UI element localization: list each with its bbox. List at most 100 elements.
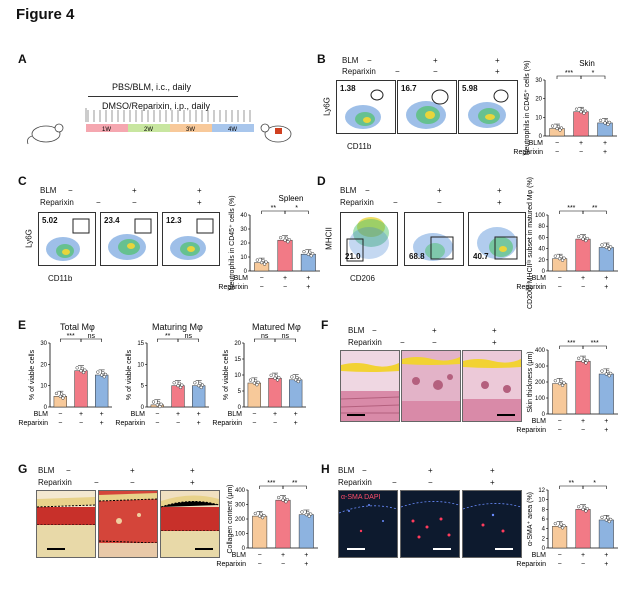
g-blm-sign-2: + <box>130 466 135 475</box>
chart-e2-sig-bracket <box>177 338 199 342</box>
chart-f-dot <box>558 381 562 386</box>
chart-d-footer-rep: Reparixin <box>516 284 546 291</box>
chart-f-ytick-label: 200 <box>535 380 546 386</box>
chart-d-dot <box>553 254 557 258</box>
chart-b-footer-rep-sign: − <box>555 149 559 156</box>
chart-e2-dot <box>199 385 203 390</box>
chart-d-ytick-label: 20 <box>538 258 545 264</box>
chart-g-footer-blm-sign: + <box>304 552 308 559</box>
chart-f-dot <box>607 374 611 378</box>
chart-f-dot <box>553 379 557 383</box>
chart-b-dot <box>606 122 610 127</box>
chart-e1-ytick-label: 10 <box>40 384 47 390</box>
chart-e1-footer-rep-sign: + <box>100 420 104 427</box>
chart-g-dot <box>284 500 288 504</box>
chart-g-sig-bracket <box>282 485 307 489</box>
chart-g-dot <box>253 511 257 516</box>
g-blm-sign-3: + <box>190 466 195 475</box>
f-row-rep: Reparixin <box>348 338 382 347</box>
chart-c-footer-rep-sign: + <box>306 284 310 291</box>
chart-e2-footer-blm-sign: + <box>176 411 180 418</box>
c-row-rep: Reparixin <box>40 198 74 207</box>
chart-f-dot <box>604 372 608 376</box>
chart-f-footer-rep-sign: + <box>604 427 608 434</box>
chart-b-footer-blm-sign: + <box>603 140 607 147</box>
chart-e3-footer-rep-sign: − <box>273 420 277 427</box>
chart-e3-bar-3 <box>289 379 303 408</box>
h-rep-sign-3: + <box>490 478 495 487</box>
b-rep-sign-1: − <box>395 67 400 76</box>
chart-e1-footer-blm: BLM <box>34 411 49 418</box>
chart-f-ytick-label: 0 <box>542 412 546 418</box>
chart-d-dot <box>600 243 604 247</box>
schedule-diagram: 1W 2W 3W 4W <box>27 108 292 145</box>
chart-e3-footer-rep-sign: + <box>294 420 298 427</box>
chart-g-footer-blm-sign: + <box>281 552 285 559</box>
chart-e3-ytick-label: 0 <box>238 405 242 411</box>
chart-h-dot <box>577 505 581 509</box>
chart-e1-ylabel: % of viable cells <box>29 349 36 400</box>
chart-h-footer-rep: Reparixin <box>516 561 546 568</box>
panel-a-label: A <box>18 52 27 66</box>
b-row-blm: BLM <box>342 56 359 65</box>
chart-c-footer-rep-sign: − <box>283 284 287 291</box>
chart-e3-dot <box>290 375 294 379</box>
chart-f-dot <box>584 361 588 365</box>
figure-title: Figure 4 <box>16 6 75 23</box>
chart-e1: 0 10 20 30 *** ns % of viable cells BLM Reparixi… <box>18 333 112 427</box>
week-4: 4W <box>228 127 237 133</box>
chart-e1-ytick-label: 20 <box>40 362 47 368</box>
chart-e1-dot <box>96 370 100 374</box>
chart-e2-ytick-label: 15 <box>137 341 144 347</box>
chart-d-dot <box>584 238 588 243</box>
panel-f-label: F <box>321 318 329 332</box>
chart-e3-ytick-label: 15 <box>234 357 241 363</box>
chart-b-dot <box>598 118 603 123</box>
c-facs-ylabel: Ly6G <box>24 229 34 248</box>
chart-g-dot <box>260 516 265 520</box>
chart-c-sig-label: * <box>295 205 298 212</box>
schedule-top-line <box>88 96 238 97</box>
chart-c-dot <box>260 260 264 265</box>
b-facs-plot-3 <box>458 80 518 134</box>
d-row-rep: Reparixin <box>340 198 374 207</box>
h-blm-sign-2: + <box>428 466 433 475</box>
chart-d-footer-blm-sign: + <box>581 275 585 282</box>
chart-f-bar-2 <box>575 360 591 415</box>
week-2: 2W <box>144 127 153 133</box>
d-percent-1: 21.0 <box>345 252 361 261</box>
chart-f-dot <box>560 383 565 387</box>
chart-b-footer-blm-sign: − <box>555 140 559 147</box>
chart-h-ytick-label: 0 <box>542 546 546 552</box>
chart-g-dot <box>277 495 281 500</box>
chart-h-footer-blm-sign: − <box>558 552 562 559</box>
chart-d-ylabel: CD206ʰⁱMHCIIˡᵒ subset in matured Mφ (%) <box>526 177 534 309</box>
chart-b-footer-rep-sign: − <box>579 149 583 156</box>
e-title-2: Maturing Mφ <box>152 322 203 332</box>
c-rep-sign-3: + <box>197 198 202 207</box>
chart-e2-footer-rep-sign: − <box>176 420 180 427</box>
b-percent-2: 16.7 <box>401 84 417 93</box>
chart-h-footer-rep-sign: − <box>558 561 562 568</box>
g-sirius-image-1 <box>36 490 96 558</box>
chart-d-ytick-label: 0 <box>542 269 546 275</box>
b-facs-plot-2 <box>397 80 457 134</box>
d-blm-sign-1: − <box>365 186 370 195</box>
chart-f-dot <box>562 381 566 385</box>
c-facs-plot-2 <box>100 212 158 266</box>
chart-h-dot <box>584 509 588 513</box>
chart-e2-footer-blm: BLM <box>131 411 146 418</box>
chart-d-bar-1 <box>552 258 568 272</box>
chart-c-dot <box>262 262 267 266</box>
chart-h-sig-label: * <box>593 480 596 487</box>
chart-h-dot <box>581 507 585 511</box>
chart-b-dot <box>582 111 586 115</box>
chart-e2-bar-2 <box>171 385 185 408</box>
chart-b-footer-rep: Reparixin <box>513 149 543 156</box>
chart-b-footer-blm: BLM <box>529 140 544 147</box>
chart-c-sig-label: ** <box>271 205 277 212</box>
f-rep-sign-1: − <box>400 338 405 347</box>
chart-d-dot <box>560 258 565 262</box>
chart-e3-dot <box>255 383 259 387</box>
chart-e2-ylabel: % of viable cells <box>126 349 133 400</box>
